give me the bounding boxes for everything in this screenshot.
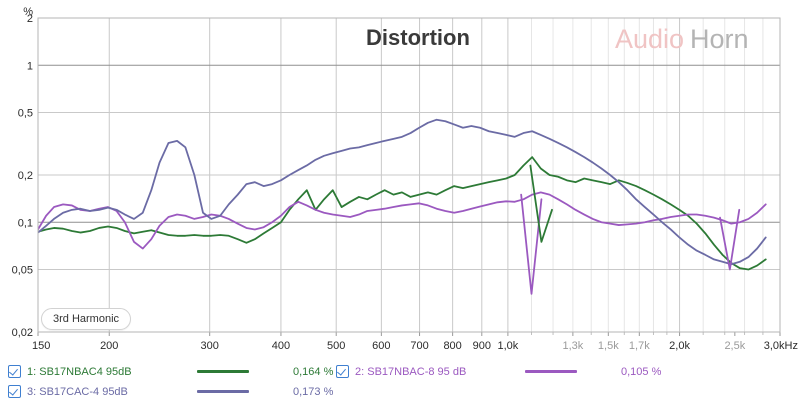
x-axis-tick-label: 300 — [201, 340, 219, 352]
x-axis-tick-labels: 150 200 300 400 500 600 700 800 900 1,0k 1,3k 1,5k 1… — [32, 332, 798, 352]
x-axis-tick-label: 200 — [100, 340, 118, 352]
x-axis-tick-label: 1,7k — [629, 340, 650, 352]
x-axis-tick-label: 3,0kHz — [764, 340, 798, 352]
watermark-horn: Horn — [690, 24, 749, 54]
series-line-2[interactable] — [38, 191, 767, 250]
series-notches — [520, 164, 741, 295]
series-notch — [520, 193, 543, 295]
legend-color-swatch — [525, 370, 577, 373]
legend-series-value: 0,105 % — [621, 365, 662, 378]
harmonic-selector-pill[interactable]: 3rd Harmonic — [41, 308, 132, 330]
y-axis-tick-label: 0,5 — [18, 108, 33, 120]
series-group — [38, 118, 767, 271]
distortion-plot-svg[interactable]: Audio HornDistortion%210,50,20,10,050,021… — [0, 0, 800, 360]
x-axis-tick-label: 2,5k — [724, 340, 745, 352]
x-axis-tick-label: 600 — [372, 340, 390, 352]
legend-item[interactable]: 3: SB17CAC-4 95dB 0,173 % — [8, 382, 333, 401]
y-axis-tick-label: 1 — [27, 60, 33, 72]
y-axis-tick-label: 0,05 — [12, 265, 33, 277]
chart-plot-area[interactable]: Audio Horn Distortion% 2 1 0,5 0,2 0,1 0,05 0,02 1… — [0, 0, 800, 360]
series-line-1[interactable] — [38, 156, 767, 271]
legend-series-name: 1: SB17NBAC4 95dB — [27, 365, 132, 378]
x-axis-tick-label: 400 — [272, 340, 290, 352]
legend-series-value: 0,164 % — [293, 365, 334, 378]
series-line-3[interactable] — [38, 118, 767, 266]
legend-checkbox[interactable] — [8, 365, 21, 378]
x-axis-tick-label: 500 — [327, 340, 345, 352]
y-axis-unit-label: % — [23, 6, 33, 18]
legend-series-name: 2: SB17NBAC-8 95 dB — [355, 365, 467, 378]
legend-checkbox[interactable] — [8, 385, 21, 398]
series-notch — [719, 208, 741, 271]
y-axis-tick-label: 0,2 — [18, 170, 33, 182]
legend-item[interactable]: 2: SB17NBAC-8 95 dB 0,105 % — [336, 362, 661, 381]
y-axis-tick-label: 2 — [27, 13, 33, 25]
legend-item[interactable]: 1: SB17NBAC4 95dB 0,164 % — [8, 362, 333, 381]
legend-series-value: 0,173 % — [293, 385, 334, 398]
y-axis-tick-label: 0,1 — [18, 217, 33, 229]
x-axis-tick-label: 1,3k — [562, 340, 583, 352]
x-axis-tick-label: 800 — [443, 340, 461, 352]
legend-color-swatch — [197, 370, 249, 373]
legend-series-name: 3: SB17CAC-4 95dB — [27, 385, 128, 398]
y-axis-tick-labels: 2 1 0,5 0,2 0,1 0,05 0,02 — [12, 13, 33, 339]
x-axis-tick-label: 2,0k — [669, 340, 690, 352]
series-notch — [529, 164, 553, 243]
harmonic-selector-label: 3rd Harmonic — [53, 313, 120, 325]
y-axis-tick-label: 0,02 — [12, 327, 33, 339]
x-axis-tick-label: 150 — [32, 340, 50, 352]
chart-title: Distortion — [366, 25, 470, 50]
x-axis-tick-label: 1,5k — [598, 340, 619, 352]
x-axis-tick-label: 1,0k — [497, 340, 518, 352]
x-axis-tick-label: 900 — [473, 340, 491, 352]
x-axis-tick-label: 700 — [410, 340, 428, 352]
legend-checkbox[interactable] — [336, 365, 349, 378]
plot-border — [37, 17, 781, 333]
chart-legend[interactable]: 1: SB17NBAC4 95dB 0,164 % 2: SB17NBAC-8 95… — [0, 362, 800, 409]
legend-color-swatch — [197, 390, 249, 393]
watermark-audio: Audio — [615, 24, 684, 54]
